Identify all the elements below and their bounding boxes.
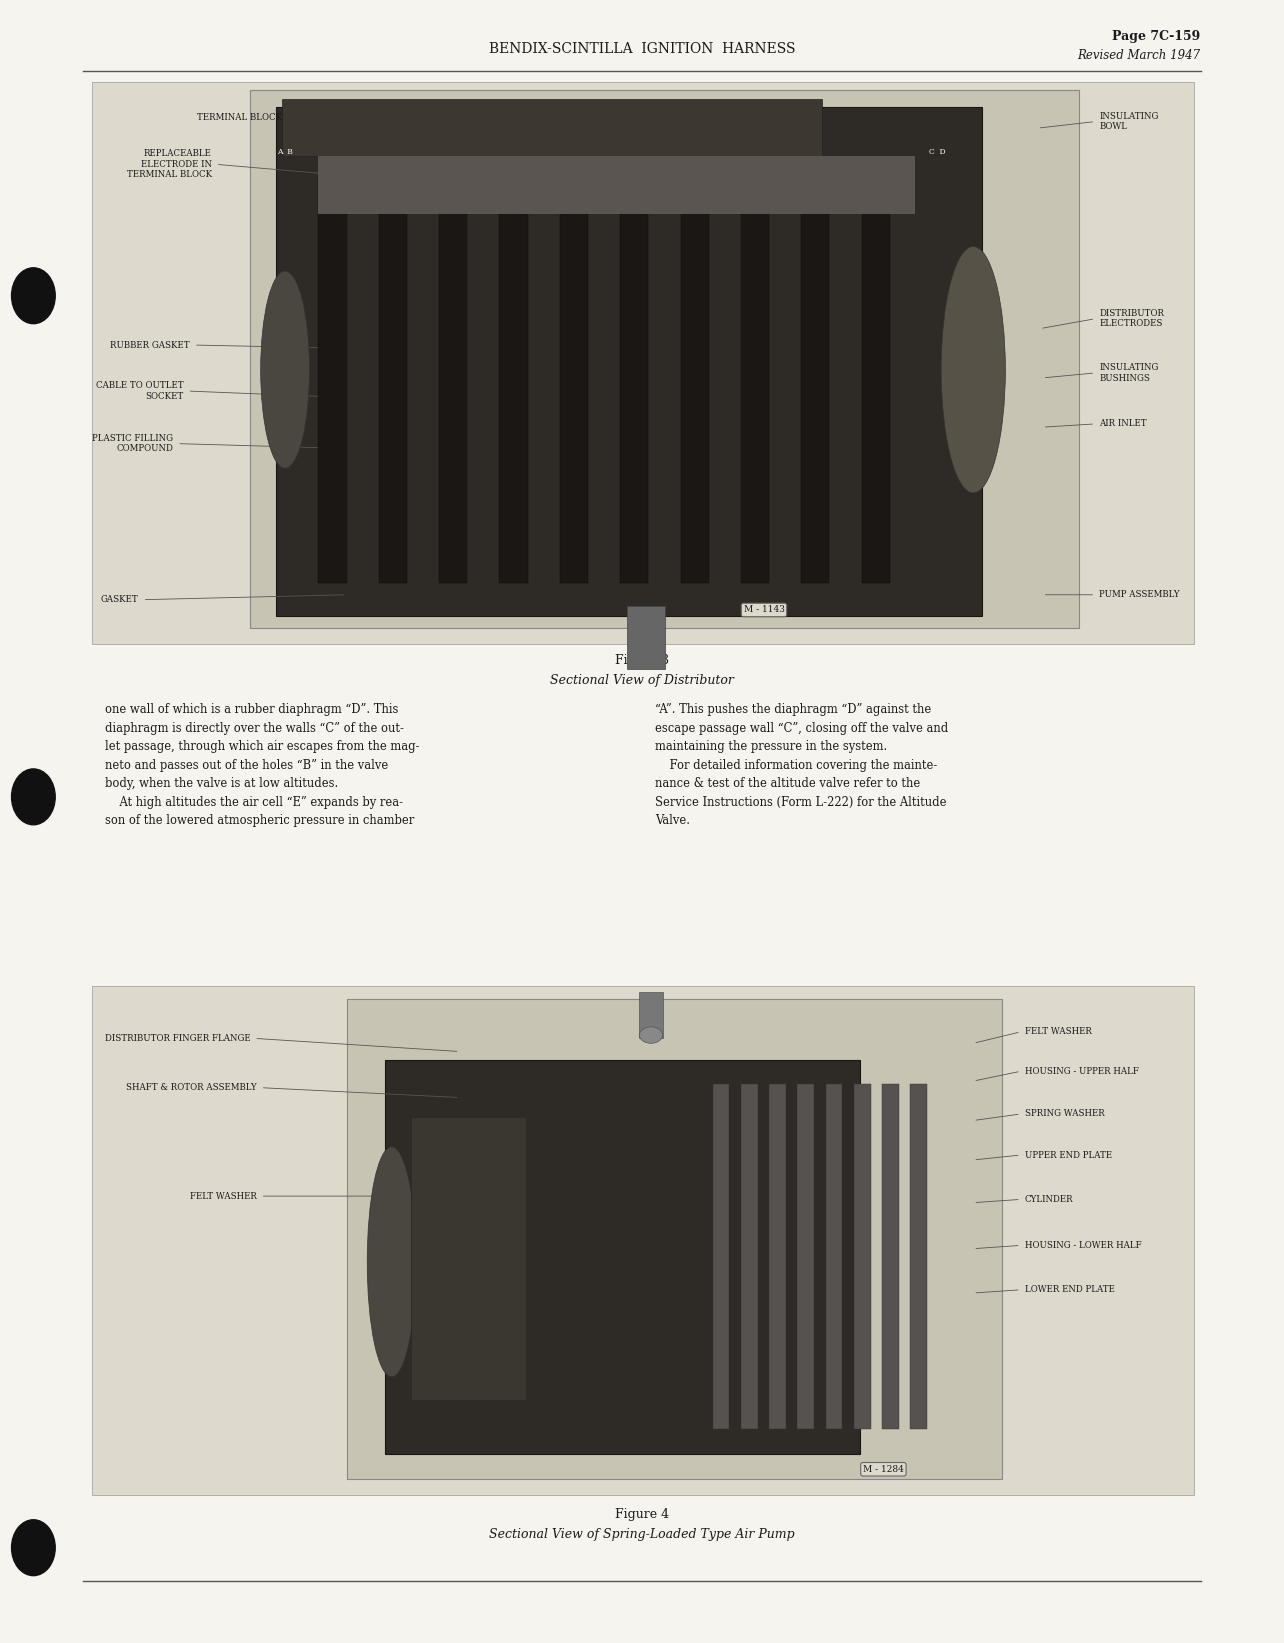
Text: Revised March 1947: Revised March 1947 [1077, 49, 1201, 62]
Circle shape [12, 268, 55, 324]
Text: Sectional View of Spring-Loaded Type Air Pump: Sectional View of Spring-Loaded Type Air… [489, 1528, 795, 1541]
Text: “A”. This pushes the diaphragm “D” against the
escape passage wall “C”, closing : “A”. This pushes the diaphragm “D” again… [655, 703, 948, 826]
Bar [560, 176, 588, 583]
Text: SHAFT & ROTOR ASSEMBLY: SHAFT & ROTOR ASSEMBLY [126, 1083, 257, 1093]
Text: FELT WASHER: FELT WASHER [1025, 1027, 1091, 1037]
Text: A  B: A B [277, 148, 293, 156]
Text: CABLE TO OUTLET
SOCKET: CABLE TO OUTLET SOCKET [96, 381, 184, 401]
Text: PUMP ASSEMBLY: PUMP ASSEMBLY [1099, 590, 1180, 600]
Text: LOWER END PLATE: LOWER END PLATE [1025, 1285, 1115, 1295]
Text: CYLINDER: CYLINDER [1025, 1194, 1073, 1204]
Bar [499, 176, 528, 583]
Text: Page 7C-159: Page 7C-159 [1112, 30, 1201, 43]
Bar [250, 90, 1079, 628]
Bar [862, 176, 890, 583]
Text: M - 1143: M - 1143 [743, 606, 785, 614]
Text: RUBBER GASKET: RUBBER GASKET [110, 340, 190, 350]
Bar [681, 176, 709, 583]
Bar [741, 176, 769, 583]
Bar [741, 1084, 758, 1429]
Text: C  D: C D [930, 148, 945, 156]
Text: REPLACEABLE
ELECTRODE IN
TERMINAL BLOCK: REPLACEABLE ELECTRODE IN TERMINAL BLOCK [127, 150, 212, 179]
Ellipse shape [261, 271, 309, 468]
Bar [854, 1084, 871, 1429]
Text: FELT WASHER: FELT WASHER [190, 1191, 257, 1201]
Text: TERMINAL BLOCK: TERMINAL BLOCK [198, 113, 282, 122]
Circle shape [12, 1520, 55, 1576]
Bar [92, 82, 1194, 644]
Text: Figure 3: Figure 3 [615, 654, 669, 667]
Text: HOUSING - LOWER HALF: HOUSING - LOWER HALF [1025, 1240, 1141, 1250]
Bar [769, 1084, 786, 1429]
Bar [826, 1084, 842, 1429]
Text: one wall of which is a rubber diaphragm “D”. This
diaphragm is directly over the: one wall of which is a rubber diaphragm … [105, 703, 420, 826]
Bar [801, 176, 829, 583]
Text: PLASTIC FILLING
COMPOUND: PLASTIC FILLING COMPOUND [92, 434, 173, 453]
Bar [620, 176, 648, 583]
Bar [713, 1084, 729, 1429]
Bar [797, 1084, 814, 1429]
Text: DISTRIBUTOR
ELECTRODES: DISTRIBUTOR ELECTRODES [1099, 309, 1165, 329]
Ellipse shape [367, 1147, 416, 1377]
Text: Figure 4: Figure 4 [615, 1508, 669, 1521]
Text: DISTRIBUTOR FINGER FLANGE: DISTRIBUTOR FINGER FLANGE [105, 1033, 250, 1043]
Bar [627, 606, 665, 669]
Bar [385, 1060, 860, 1454]
Bar [92, 986, 1194, 1495]
Ellipse shape [639, 1027, 663, 1043]
Ellipse shape [941, 246, 1005, 493]
Circle shape [12, 769, 55, 825]
Text: INSULATING
BOWL: INSULATING BOWL [1099, 112, 1158, 131]
Text: Sectional View of Distributor: Sectional View of Distributor [550, 674, 734, 687]
Bar [882, 1084, 899, 1429]
Bar [282, 99, 822, 156]
Bar [910, 1084, 927, 1429]
Bar [318, 156, 915, 214]
Text: M - 1284: M - 1284 [863, 1466, 904, 1474]
Text: GASKET: GASKET [101, 595, 139, 605]
Text: SPRING WASHER: SPRING WASHER [1025, 1109, 1104, 1119]
Bar [639, 992, 663, 1038]
Bar [411, 1117, 526, 1400]
Bar [276, 107, 982, 616]
Bar [318, 176, 347, 583]
Text: BENDIX-SCINTILLA  IGNITION  HARNESS: BENDIX-SCINTILLA IGNITION HARNESS [489, 43, 795, 56]
Text: HOUSING - UPPER HALF: HOUSING - UPPER HALF [1025, 1066, 1139, 1076]
Text: UPPER END PLATE: UPPER END PLATE [1025, 1150, 1112, 1160]
Bar [439, 176, 467, 583]
Text: INSULATING
BUSHINGS: INSULATING BUSHINGS [1099, 363, 1158, 383]
Bar [379, 176, 407, 583]
Bar [347, 999, 1002, 1479]
Text: AIR INLET: AIR INLET [1099, 419, 1147, 429]
